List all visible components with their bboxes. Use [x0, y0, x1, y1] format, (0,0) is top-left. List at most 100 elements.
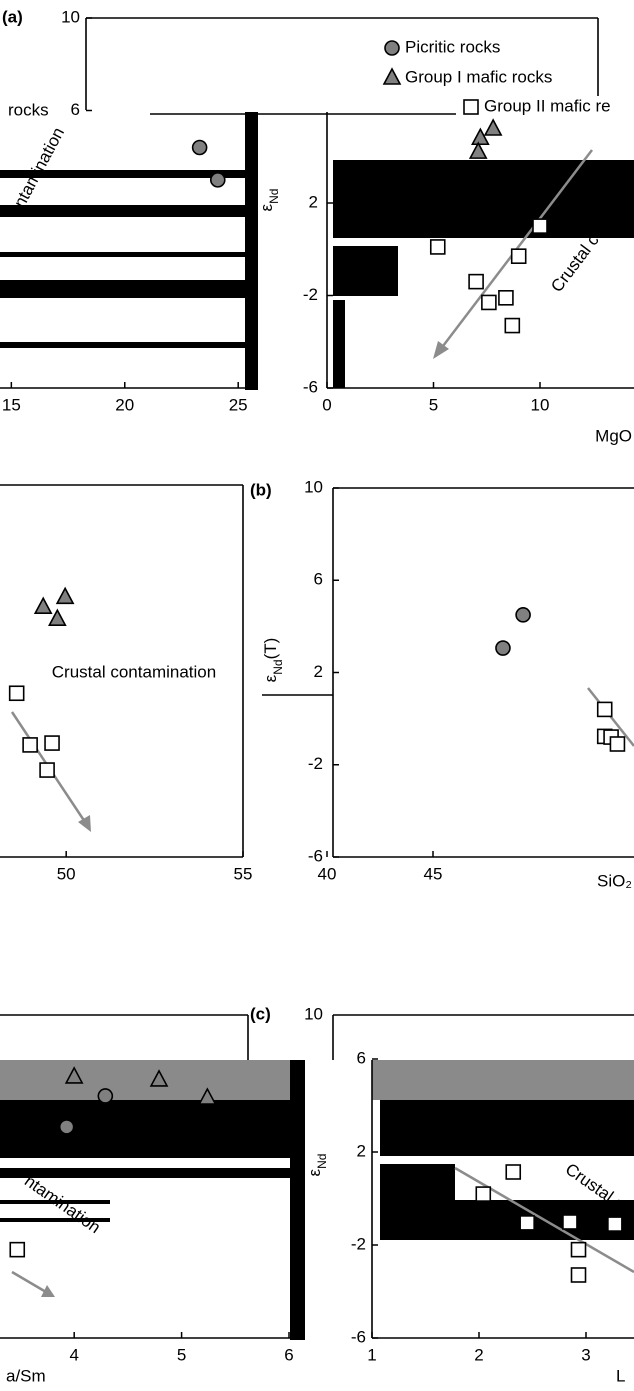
data-point — [498, 290, 514, 306]
x-axis-label: SiO₂ — [597, 871, 632, 890]
glitch-band — [0, 170, 245, 178]
y-tick-label: 6 — [314, 570, 323, 589]
trend-arrow — [454, 1166, 634, 1274]
x-axis-label: L — [616, 1366, 625, 1385]
glitch-band — [333, 160, 634, 238]
x-tick-label: 45 — [424, 864, 443, 883]
data-point — [505, 1164, 522, 1180]
glitch-band — [0, 1218, 110, 1222]
x-axis-label: MgO — [595, 426, 632, 445]
x-tick-label: 25 — [229, 395, 248, 414]
y-axis-label-part: Nd — [267, 189, 281, 204]
data-point — [9, 1241, 26, 1258]
data-point — [55, 586, 75, 605]
data-point — [504, 317, 521, 334]
data-point — [58, 1119, 75, 1135]
data-point — [471, 127, 490, 146]
panel-label: (b) — [250, 480, 272, 499]
panel-label: (a) — [2, 7, 23, 26]
y-tick-label: 10 — [304, 477, 323, 496]
y-tick-label: -2 — [351, 1234, 366, 1253]
y-tick-label: 6 — [357, 1048, 366, 1067]
x-tick-label: 2 — [474, 1345, 483, 1364]
glitch-band — [0, 1168, 290, 1178]
glitch-bar — [333, 300, 345, 388]
x-tick-label: 6 — [284, 1345, 293, 1364]
y-tick-label: 2 — [314, 662, 323, 681]
y-axis-label-part: Nd — [315, 1154, 329, 1169]
data-point — [44, 735, 60, 751]
legend-box — [456, 96, 634, 118]
row-a-decoration — [0, 17, 634, 390]
legend-marker — [384, 40, 400, 56]
x-axis-label: a/Sm — [6, 1366, 46, 1385]
glitch-band — [0, 1060, 290, 1100]
x-tick-label: 20 — [115, 395, 134, 414]
data-point — [515, 607, 531, 623]
data-point — [149, 1069, 169, 1087]
x-tick-label: 1 — [367, 1345, 376, 1364]
data-point — [481, 294, 497, 311]
glitch-band — [380, 1164, 455, 1240]
y-axis-label: εNd — [257, 189, 281, 212]
y-tick-label: 10 — [304, 1004, 323, 1023]
y-axis-label-part: ε — [261, 674, 280, 682]
data-point — [570, 1241, 587, 1258]
data-point — [562, 1214, 578, 1230]
x-tick-label: 5 — [429, 395, 438, 414]
y-tick-label: 2 — [357, 1141, 366, 1160]
glitch-band — [0, 280, 245, 298]
legend-marker — [382, 67, 402, 85]
annotation: ntamination — [21, 1171, 104, 1237]
data-point — [495, 640, 511, 656]
legend-label: Picritic rocks — [405, 37, 500, 56]
glitch-band — [0, 205, 245, 217]
x-tick-label: 40 — [318, 864, 337, 883]
data-point — [8, 685, 25, 702]
x-tick-label: 5 — [177, 1345, 186, 1364]
data-point — [209, 172, 226, 188]
glitch-bar — [245, 112, 258, 390]
data-point — [198, 1087, 217, 1105]
data-point — [468, 141, 488, 159]
x-tick-label: 3 — [581, 1345, 590, 1364]
glitch-band — [0, 252, 245, 257]
trend-arrow — [11, 1270, 47, 1294]
data-point — [468, 273, 484, 290]
y-axis-label-part: (T) — [261, 638, 280, 660]
y-axis-label-part: ε — [305, 1168, 324, 1176]
data-point — [570, 1267, 587, 1283]
data-point — [607, 1216, 623, 1232]
x-tick-label: 50 — [57, 864, 76, 883]
legend-label: Group II mafic re — [484, 96, 611, 115]
y-axis-label: εNd — [305, 1154, 329, 1177]
glitch-band — [333, 246, 398, 296]
x-tick-label: 55 — [234, 864, 253, 883]
data-point — [429, 239, 446, 255]
data-point — [48, 608, 67, 627]
y-tick-label: -2 — [308, 754, 323, 773]
arrowhead — [433, 341, 449, 359]
data-point — [191, 139, 208, 156]
data-point — [64, 1066, 84, 1084]
glitch-band — [0, 1200, 110, 1204]
data-point — [475, 1186, 492, 1202]
x-tick-label: 0 — [322, 395, 331, 414]
glitch-bar — [290, 1060, 305, 1340]
glitch-band — [0, 342, 245, 348]
row-c-decoration — [0, 1014, 634, 1340]
y-tick-label: 10 — [61, 7, 80, 26]
y-tick-label: -6 — [303, 377, 318, 396]
legend-marker — [463, 99, 479, 115]
data-point — [609, 736, 626, 752]
panel-label: (c) — [250, 1004, 271, 1023]
x-tick-label: 15 — [2, 395, 21, 414]
data-point — [33, 596, 53, 615]
glitch-band — [372, 1060, 634, 1100]
y-tick-label: -6 — [308, 846, 323, 865]
annotation: Crustal contamination — [52, 662, 216, 681]
glitch-band — [0, 1100, 290, 1158]
data-point — [532, 218, 548, 234]
y-tick-label: 6 — [71, 100, 80, 119]
